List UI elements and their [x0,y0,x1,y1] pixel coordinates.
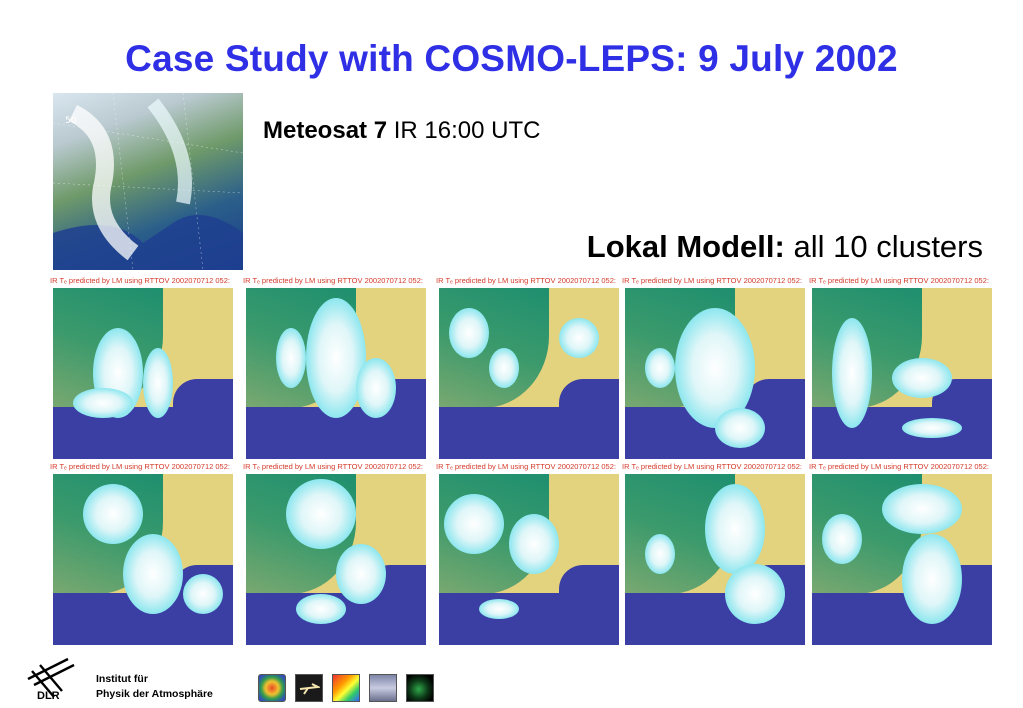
cloud-field [296,594,346,624]
satellite-label-bold: Meteosat 7 [263,117,388,144]
cluster-map [246,474,426,645]
panel-caption: IR Tₑ predicted by LM using RTTOV 200207… [50,462,230,471]
cloud-field [123,534,183,614]
institute-name: Institut für Physik der Atmosphäre [96,672,213,702]
panel-caption: IR Tₑ predicted by LM using RTTOV 200207… [436,462,616,471]
cluster-panel: IR Tₑ predicted by LM using RTTOV 200207… [50,462,236,647]
cloud-field [356,358,396,418]
cluster-panel: IR Tₑ predicted by LM using RTTOV 200207… [809,276,995,461]
cloud-field [832,318,872,428]
cluster-map [53,288,233,459]
cloud-field [822,514,862,564]
panel-caption: IR Tₑ predicted by LM using RTTOV 200207… [622,276,802,285]
satellite-label: Meteosat 7 IR 16:00 UTC [263,117,540,145]
cloud-field [645,534,675,574]
cloud-field [892,358,952,398]
institute-line-2: Physik der Atmosphäre [96,688,213,700]
panel-caption: IR Tₑ predicted by LM using RTTOV 200207… [243,276,423,285]
cluster-panel: IR Tₑ predicted by LM using RTTOV 200207… [809,462,995,647]
cloud-field [183,574,223,614]
satellite-label-rest: IR 16:00 UTC [387,117,541,144]
cloud-field [286,479,356,549]
cluster-panel: IR Tₑ predicted by LM using RTTOV 200207… [243,276,429,461]
cluster-map [812,288,992,459]
cloud-field [449,308,489,358]
cloud-field [306,298,366,418]
panel-caption: IR Tₑ predicted by LM using RTTOV 200207… [436,276,616,285]
satellite-map: 50 [53,93,243,270]
footer-icon-row [258,674,434,702]
globe-icon [258,674,286,702]
cluster-map [812,474,992,645]
cloud-field [489,348,519,388]
cluster-panel: IR Tₑ predicted by LM using RTTOV 200207… [243,462,429,647]
panel-caption: IR Tₑ predicted by LM using RTTOV 200207… [243,462,423,471]
cluster-panel: IR Tₑ predicted by LM using RTTOV 200207… [622,462,808,647]
cluster-map [53,474,233,645]
cloud-field [509,514,559,574]
cloud-field [705,484,765,574]
model-label-bold: Lokal Modell: [586,229,785,264]
cloud-field [73,388,133,418]
panel-caption: IR Tₑ predicted by LM using RTTOV 200207… [809,462,989,471]
page-title: Case Study with COSMO-LEPS: 9 July 2002 [125,38,898,79]
cloud-field [336,544,386,604]
temperature-map-icon [332,674,360,702]
cluster-map [246,288,426,459]
cluster-map [625,474,805,645]
sat-corner-number: 50 [65,116,77,126]
cluster-map [439,474,619,645]
cluster-panel: IR Tₑ predicted by LM using RTTOV 200207… [436,276,622,461]
cloud-field [276,328,306,388]
model-label-rest: all 10 clusters [784,229,983,264]
aircraft-icon [295,674,323,702]
cluster-panel: IR Tₑ predicted by LM using RTTOV 200207… [50,276,236,461]
cloud-field [645,348,675,388]
satellite-icon [369,674,397,702]
cluster-panel: IR Tₑ predicted by LM using RTTOV 200207… [622,276,808,461]
cloud-field [902,534,962,624]
cloud-field [444,494,504,554]
earth-night-icon [406,674,434,702]
model-label: Lokal Modell: all 10 clusters [587,229,983,265]
cluster-panel: IR Tₑ predicted by LM using RTTOV 200207… [436,462,622,647]
cloud-field [479,599,519,619]
dlr-logo: DLR [18,651,78,702]
dlr-logo-mark: DLR [27,657,75,702]
cluster-map [625,288,805,459]
cloud-field [715,408,765,448]
cluster-map [439,288,619,459]
cloud-field [143,348,173,418]
dlr-logo-text: DLR [37,690,60,701]
panel-caption: IR Tₑ predicted by LM using RTTOV 200207… [809,276,989,285]
cloud-field [83,484,143,544]
panel-caption: IR Tₑ predicted by LM using RTTOV 200207… [50,276,230,285]
cloud-field [559,318,599,358]
satellite-image: 50 [53,93,243,270]
cloud-field [902,418,962,438]
cloud-field [725,564,785,624]
institute-line-1: Institut für [96,673,148,685]
panel-caption: IR Tₑ predicted by LM using RTTOV 200207… [622,462,802,471]
cloud-field [882,484,962,534]
